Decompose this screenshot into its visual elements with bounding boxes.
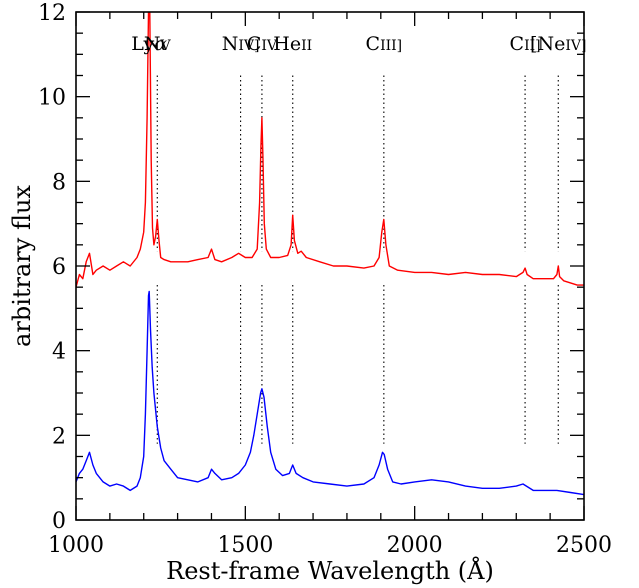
axis-ticks xyxy=(75,11,585,521)
spectrum-lower-series xyxy=(76,290,584,496)
x-tick-label: 1500 xyxy=(217,533,273,558)
spectrum-upper-series xyxy=(76,12,584,288)
y-tick-label: 10 xyxy=(38,86,66,111)
emission-line-label: NIV] xyxy=(222,33,260,55)
emission-line-label: CIII] xyxy=(366,33,403,55)
x-tick-label: 1000 xyxy=(48,533,104,558)
emission-line-markers xyxy=(156,75,559,444)
emission-line-label: CII] xyxy=(510,33,541,55)
axis-tick-labels: 1000 1500 2000 2500 0 2 4 6 8 10 12 xyxy=(38,1,612,558)
x-axis-title: Rest-frame Wavelength (Å) xyxy=(166,556,494,585)
y-tick-label: 6 xyxy=(52,255,66,280)
emission-line-label: NV xyxy=(144,33,172,55)
y-tick-label: 4 xyxy=(52,340,66,365)
y-tick-label: 0 xyxy=(52,509,66,534)
emission-line-label: CIV xyxy=(247,33,278,55)
y-tick-label: 2 xyxy=(52,424,66,449)
y-axis-title: arbitrary flux xyxy=(8,185,36,347)
y-tick-label: 8 xyxy=(52,170,66,195)
x-tick-label: 2000 xyxy=(387,533,443,558)
emission-line-label: [NeIV] xyxy=(530,33,586,55)
y-tick-label: 12 xyxy=(38,1,66,26)
emission-line-label: HeII xyxy=(273,33,312,55)
x-tick-label: 2500 xyxy=(556,533,612,558)
plot-frame xyxy=(75,11,585,521)
spectrum-series xyxy=(76,12,584,496)
emission-line-label: Lyα xyxy=(131,33,167,55)
